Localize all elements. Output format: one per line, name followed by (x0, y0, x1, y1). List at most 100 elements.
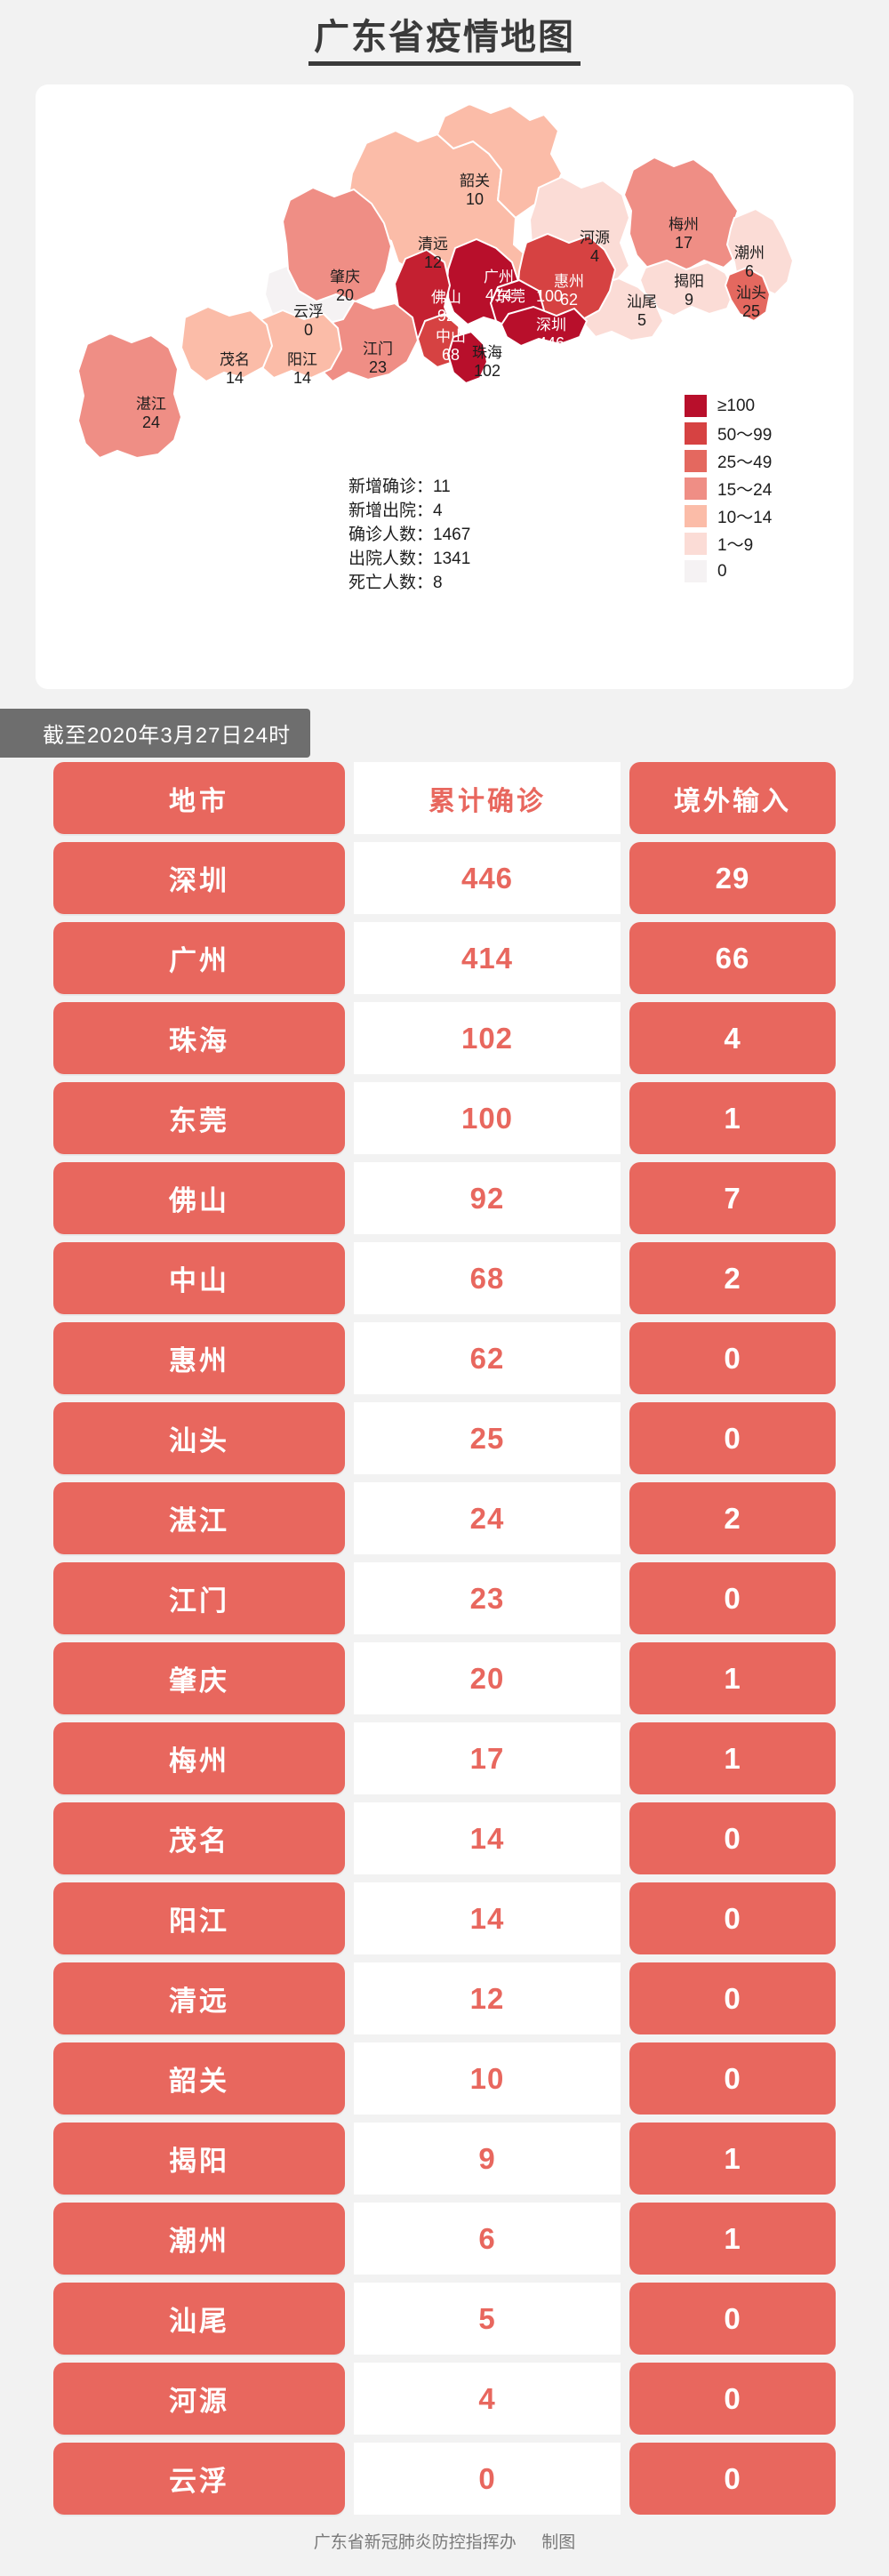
cell-city: 潮州 (53, 2203, 345, 2275)
cell-imported: 1 (629, 1722, 836, 1794)
page-title: 广东省疫情地图 (308, 19, 581, 66)
map-label-韶关: 韶关 (460, 173, 490, 189)
cell-imported: 1 (629, 1082, 836, 1154)
map-label-阳江: 阳江 (287, 351, 317, 368)
cell-city: 珠海 (53, 1002, 345, 1074)
map-label-广州: 广州 (484, 269, 514, 285)
cell-city: 东莞 (53, 1082, 345, 1154)
map-label-佛山: 佛山 (431, 289, 461, 306)
map-value-惠州: 62 (560, 291, 578, 309)
city-stats-table: 地市 累计确诊 境外输入 深圳 446 29 广州 414 66 珠海 102 4 东莞 100 1 佛… (53, 762, 836, 2515)
cell-confirmed: 5 (354, 2283, 621, 2355)
table-row: 梅州 17 1 (53, 1722, 836, 1794)
cell-city: 广州 (53, 922, 345, 994)
map-label-珠海: 珠海 (472, 344, 502, 361)
cell-confirmed: 9 (354, 2123, 621, 2195)
legend-swatch-icon (685, 477, 707, 500)
cell-confirmed: 23 (354, 1562, 621, 1634)
map-label-河源: 河源 (580, 229, 610, 246)
cell-confirmed: 100 (354, 1082, 621, 1154)
table-row: 湛江 24 2 (53, 1482, 836, 1554)
map-statistics: 新增确诊：11 新增出院：4 确诊人数：1467 出院人数：1341 死亡人数：… (348, 476, 470, 596)
legend-row-0: ≥100 (685, 392, 772, 420)
map-label-清远: 清远 (418, 236, 448, 253)
legend-label: ≥100 (717, 396, 756, 415)
legend-row-5: 1～9 (685, 530, 772, 558)
table-row: 深圳 446 29 (53, 842, 836, 914)
stat-total-confirmed: 确诊人数：1467 (348, 525, 471, 544)
cell-imported: 0 (629, 2283, 836, 2355)
cell-imported: 2 (629, 1242, 836, 1314)
map-value-东莞: 100 (536, 287, 563, 305)
table-row: 肇庆 20 1 (53, 1642, 836, 1714)
table-row: 汕头 25 0 (53, 1402, 836, 1474)
legend-label: 0 (717, 561, 727, 581)
table-row: 江门 23 0 (53, 1562, 836, 1634)
cell-imported: 1 (629, 2123, 836, 2195)
cell-confirmed: 14 (354, 1802, 621, 1874)
map-label-湛江: 湛江 (136, 396, 166, 413)
cell-confirmed: 10 (354, 2042, 621, 2115)
cell-confirmed: 414 (354, 922, 621, 994)
cell-confirmed: 17 (354, 1722, 621, 1794)
table-row: 潮州 6 1 (53, 2203, 836, 2275)
table-row: 汕尾 5 0 (53, 2283, 836, 2355)
column-header-confirmed: 累计确诊 (354, 762, 621, 834)
map-value-河源: 4 (590, 247, 599, 265)
legend-swatch-icon (685, 505, 707, 527)
legend-row-1: 50～99 (685, 420, 772, 447)
map-label-深圳: 深圳 (536, 317, 566, 333)
cell-imported: 0 (629, 2363, 836, 2435)
map-region-梅州[interactable] (622, 156, 741, 273)
footer-credit: 制图 (541, 2533, 576, 2552)
map-label-汕头: 汕头 (736, 285, 766, 301)
cell-confirmed: 12 (354, 1962, 621, 2034)
cell-imported: 1 (629, 1642, 836, 1714)
map-value-珠海: 102 (474, 362, 501, 380)
cell-city: 揭阳 (53, 2123, 345, 2195)
map-value-汕头: 25 (742, 302, 760, 320)
map-value-揭阳: 9 (685, 291, 693, 309)
table-row: 中山 68 2 (53, 1242, 836, 1314)
table-row: 东莞 100 1 (53, 1082, 836, 1154)
map-regions (76, 102, 795, 460)
map-value-云浮: 0 (304, 321, 313, 339)
map-label-江门: 江门 (363, 341, 393, 357)
stat-total-discharged: 出院人数：1341 (348, 549, 471, 568)
map-region-茂名[interactable] (180, 305, 274, 383)
map-region-深圳[interactable] (500, 305, 589, 348)
map-region-汕头[interactable] (724, 266, 772, 323)
map-value-汕尾: 5 (637, 311, 646, 329)
cell-city: 中山 (53, 1242, 345, 1314)
map-region-珠海[interactable] (446, 330, 489, 385)
legend-label: 25～49 (717, 453, 773, 472)
map-value-清远: 12 (424, 253, 442, 271)
cell-city: 汕尾 (53, 2283, 345, 2355)
table-row: 广州 414 66 (53, 922, 836, 994)
table-row: 河源 4 0 (53, 2363, 836, 2435)
cell-city: 汕头 (53, 1402, 345, 1474)
cell-imported: 2 (629, 1482, 836, 1554)
cell-confirmed: 14 (354, 1882, 621, 1954)
table-row: 珠海 102 4 (53, 1002, 836, 1074)
map-region-湛江[interactable] (76, 332, 183, 460)
cell-imported: 0 (629, 1882, 836, 1954)
cell-imported: 29 (629, 842, 836, 914)
cell-confirmed: 24 (354, 1482, 621, 1554)
table-row: 佛山 92 7 (53, 1162, 836, 1234)
cell-city: 肇庆 (53, 1642, 345, 1714)
cell-city: 惠州 (53, 1322, 345, 1394)
cell-city: 深圳 (53, 842, 345, 914)
legend-swatch-icon (685, 395, 707, 417)
map-region-肇庆[interactable] (281, 186, 393, 303)
map-value-广州: 414 (485, 286, 512, 304)
legend-row-2: 25～49 (685, 447, 772, 475)
map-value-肇庆: 20 (336, 286, 354, 304)
page-header: 广东省疫情地图 (0, 0, 889, 84)
cell-confirmed: 68 (354, 1242, 621, 1314)
cell-imported: 0 (629, 1402, 836, 1474)
map-label-东莞: 东莞 (495, 288, 525, 305)
map-label-梅州: 梅州 (669, 216, 699, 233)
map-value-中山: 68 (442, 346, 460, 364)
